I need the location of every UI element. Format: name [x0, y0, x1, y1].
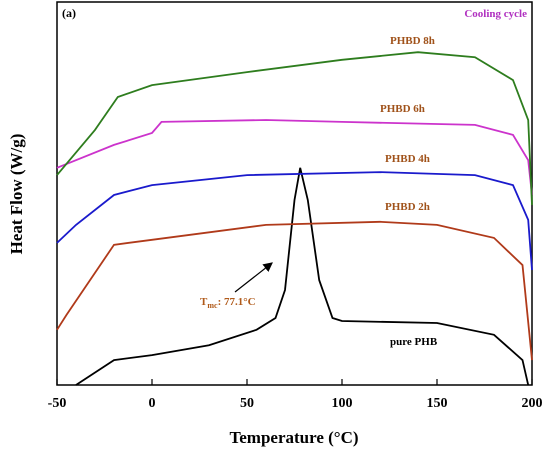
annotation-subscript: mc — [207, 301, 218, 310]
series-label: PHBD 6h — [380, 103, 425, 115]
x-tick-label: 0 — [149, 396, 156, 411]
series-line — [56, 220, 533, 361]
series-label: PHBD 2h — [385, 201, 430, 213]
x-tick-label: 100 — [332, 396, 353, 411]
subtitle: Cooling cycle — [464, 8, 527, 20]
annotation: Tmc: 77.1°C — [200, 296, 256, 310]
x-tick-label: 150 — [427, 396, 448, 411]
annotation-symbol: T — [200, 296, 208, 308]
series-label: PHBD 8h — [390, 35, 435, 47]
series-label: PHBD 4h — [385, 153, 430, 165]
x-tick-label: 200 — [522, 396, 543, 411]
series-line — [56, 171, 533, 271]
series-line — [56, 119, 533, 196]
series-label: pure PHB — [390, 336, 438, 348]
annotation-arrow — [234, 262, 273, 293]
y-axis-label: Heat Flow (W/g) — [7, 134, 26, 255]
annotation-text: : 77.1°C — [218, 296, 256, 308]
series-line — [75, 167, 530, 386]
x-axis-label: Temperature (°C) — [229, 428, 358, 447]
series-line — [56, 51, 533, 206]
panel-label: (a) — [62, 6, 76, 20]
x-tick-label: 50 — [240, 396, 254, 411]
x-tick-label: -50 — [48, 396, 67, 411]
